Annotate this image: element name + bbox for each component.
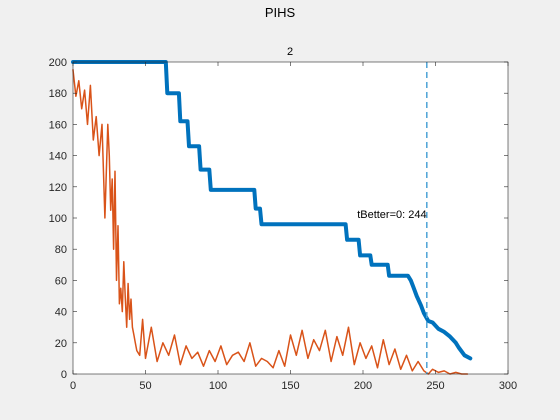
- y-tick-label: 100: [49, 213, 67, 225]
- y-tick-label: 140: [49, 151, 67, 163]
- x-tick-label: 200: [354, 380, 372, 392]
- y-tick-label: 20: [55, 338, 67, 350]
- y-tick-label: 0: [61, 369, 67, 381]
- y-tick-label: 80: [55, 244, 67, 256]
- y-tick-label: 40: [55, 307, 67, 319]
- x-tick-label: 150: [281, 380, 299, 392]
- figure-title: PIHS: [265, 5, 296, 20]
- plot-area: [73, 62, 508, 374]
- series-1-line: [71, 60, 473, 361]
- chart-axes: 0 50 100 150 200 250 300 0 20 40 60 80 100 120 140 160 1…: [49, 57, 518, 392]
- axes-title: 2: [287, 46, 293, 58]
- y-tick-label: 180: [49, 88, 67, 100]
- y-tick-label: 120: [49, 182, 67, 194]
- y-tick-label: 60: [55, 275, 67, 287]
- x-tick-label: 0: [70, 380, 76, 392]
- annotation-label: tBetter=0: 244: [357, 209, 426, 221]
- x-tick-label: 250: [426, 380, 444, 392]
- x-tick-label: 100: [209, 380, 227, 392]
- series-2-line: [72, 69, 469, 375]
- y-tick-label: 160: [49, 119, 67, 131]
- y-tick-label: 200: [49, 57, 67, 69]
- chart-marks: [71, 60, 473, 375]
- x-tick-label: 300: [499, 380, 517, 392]
- x-tick-label: 50: [139, 380, 151, 392]
